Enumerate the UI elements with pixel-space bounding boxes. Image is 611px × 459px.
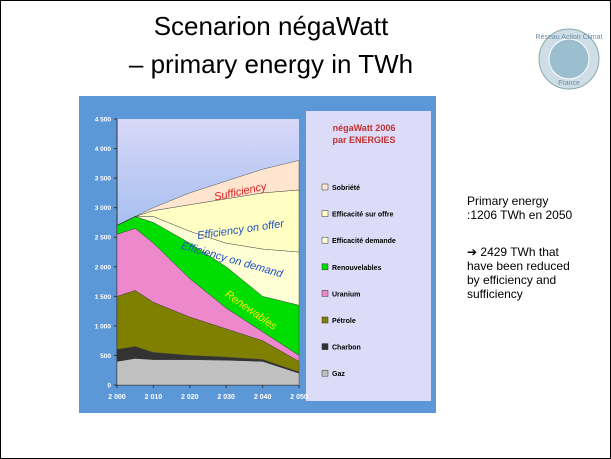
chart-subtitle: par ENERGIES <box>332 135 395 145</box>
x-tick-label: 2 050 <box>290 394 308 401</box>
y-tick-label: 2 000 <box>95 264 112 271</box>
legend-area <box>306 111 431 401</box>
legend-swatch <box>321 343 329 350</box>
legend-label: Uranium <box>332 291 360 298</box>
legend-label: Gaz <box>332 371 345 378</box>
x-tick-label: 2 020 <box>181 394 199 401</box>
y-tick-label: 1 000 <box>95 323 112 330</box>
slide-title: Scenarion négaWatt <box>154 11 389 41</box>
x-tick-label: 2 010 <box>145 394 163 401</box>
y-tick-label: 4 500 <box>95 117 112 124</box>
legend-swatch <box>321 183 329 191</box>
x-tick-label: 2 030 <box>217 394 235 401</box>
y-tick-label: 3 500 <box>95 176 112 183</box>
logo-text: Réseau Action Climat <box>536 34 603 41</box>
y-tick-label: 0 <box>107 383 111 390</box>
chart-title: négaWatt 2006 <box>333 123 396 133</box>
y-tick-label: 4 000 <box>95 146 112 153</box>
legend-label: Sobriété <box>332 185 360 192</box>
legend-swatch <box>321 369 329 377</box>
legend-label: Pétrole <box>332 318 356 325</box>
side-text: Primary energy :1206 TWh en 2050 <box>467 194 573 222</box>
y-tick-label: 500 <box>100 353 111 360</box>
x-tick-label: 2 040 <box>254 394 272 401</box>
slide-title: – primary energy in TWh <box>129 49 413 79</box>
legend-label: Efficacité demande <box>332 238 396 245</box>
legend-label: Efficacité sur offre <box>332 212 394 219</box>
legend-swatch <box>321 210 329 217</box>
area <box>116 160 300 226</box>
legend-swatch <box>321 263 329 271</box>
legend-swatch <box>321 290 329 297</box>
logo: Réseau Action Climat France <box>536 28 603 90</box>
y-tick-label: 2 500 <box>95 235 112 242</box>
y-tick-label: 1 500 <box>95 294 112 301</box>
side-text: ➔ 2429 TWh that have been reduced by eff… <box>467 245 570 301</box>
legend-swatch <box>321 236 329 244</box>
legend-label: Charbon <box>332 345 361 352</box>
legend-swatch <box>321 316 329 324</box>
y-tick-label: 3 000 <box>95 205 112 212</box>
legend-label: Renouvelables <box>332 265 382 272</box>
x-tick-label: 2 000 <box>108 394 126 401</box>
logo-text: France <box>558 80 580 87</box>
